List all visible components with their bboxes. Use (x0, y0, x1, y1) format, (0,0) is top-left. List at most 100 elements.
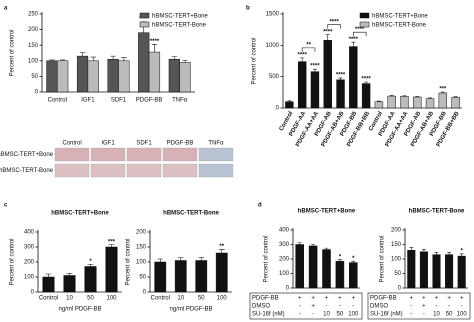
bar (138, 32, 150, 93)
error-bar (90, 56, 96, 61)
error-bar (110, 55, 116, 60)
image-row-label: hBMSC-TERT-Bone (0, 168, 54, 174)
error-bar (121, 57, 127, 61)
bar (407, 250, 416, 289)
comparison-bracket (301, 47, 316, 52)
bar (425, 98, 435, 109)
significance-label: **** (349, 37, 359, 43)
error-bar (434, 252, 439, 255)
treatment-value: + (460, 296, 464, 302)
treatment-value: 10 (433, 312, 440, 318)
error-bar (157, 258, 164, 262)
treatment-value: - (436, 304, 438, 310)
y-tick-label: 0 (286, 286, 290, 292)
treatment-value: + (311, 296, 315, 302)
x-tick-label: TNFα (172, 98, 188, 104)
bar (349, 46, 358, 109)
treatment-value: - (448, 304, 450, 310)
treatment-value: + (352, 296, 356, 302)
legend-label: hBMSC-TERT+Bone (372, 14, 428, 20)
treatment-value: + (435, 296, 439, 302)
x-tick-label: Control (39, 296, 58, 302)
treatment-table (367, 292, 471, 320)
error-bar (151, 43, 158, 53)
x-tick-label: 10 (177, 296, 184, 302)
error-bar (49, 59, 55, 61)
x-tick-label: 100 (217, 296, 228, 302)
treatment-value: + (410, 296, 414, 302)
treatment-label: SU-16f (nM) (370, 312, 403, 318)
error-bar (351, 41, 356, 47)
stain-image (198, 147, 234, 162)
bar (285, 101, 294, 109)
y-tick-label: 100 (136, 260, 147, 266)
bar (107, 58, 119, 93)
error-bar (79, 52, 86, 57)
x-tick-label: 100 (106, 296, 117, 302)
x-tick-label: IGF1 (81, 98, 95, 104)
y-axis-label: Percent of control (252, 37, 258, 84)
error-bar (108, 244, 115, 247)
stain-image (162, 147, 198, 162)
panel-letter: c (4, 203, 8, 209)
error-bar (66, 272, 73, 276)
legend-label: hBMSC-TERT-Bone (152, 23, 207, 29)
x-tick-label: 10 (66, 296, 73, 302)
stain-image (162, 163, 198, 178)
significance-label: **** (361, 77, 371, 83)
chart-title: hBMSC-TERT-Bone (409, 209, 465, 215)
error-bar (198, 257, 205, 261)
y-tick-label: 200 (279, 257, 290, 263)
x-tick-label: SDF1 (111, 98, 127, 104)
y-tick-label: 300 (279, 242, 290, 248)
treatment-value: 50 (446, 312, 453, 318)
x-tick-label: Control (48, 98, 67, 104)
treatment-label: DMSO (370, 304, 388, 310)
x-axis-label: ng/ml PDGF-BB (58, 307, 101, 313)
y-axis-label: Percent of control (10, 238, 16, 285)
bar (195, 260, 208, 293)
error-bar (453, 96, 458, 98)
significance-label: *** (439, 87, 447, 93)
y-tick-label: 100 (279, 271, 290, 277)
legend-swatch (359, 12, 370, 19)
error-bar (338, 77, 343, 80)
y-tick-label: 0 (143, 290, 147, 296)
treatment-value: + (298, 296, 302, 302)
bar (42, 276, 55, 293)
treatment-value: - (312, 312, 314, 318)
image-column-label: PDGF-BB (167, 141, 194, 147)
treatment-value: - (461, 304, 463, 310)
treatment-value: + (447, 296, 451, 302)
y-tick-label: 200 (136, 230, 147, 236)
treatment-label: SU-16f (nM) (252, 312, 285, 318)
image-column-label: TNFα (208, 141, 224, 147)
error-bar (312, 68, 317, 72)
significance-label: *** (108, 239, 116, 245)
comparison-label: **** (329, 19, 339, 25)
bar (154, 261, 167, 293)
error-bar (415, 96, 420, 98)
treatment-value: 50 (337, 312, 344, 318)
error-bar (171, 56, 178, 60)
x-tick-label: PDGF-BB (136, 98, 163, 104)
y-tick-label: 100 (28, 58, 39, 64)
comparison-bracket (327, 24, 341, 29)
treatment-label: DMSO (252, 304, 270, 310)
error-bar (287, 100, 292, 102)
y-tick-label: 0 (276, 106, 280, 112)
stain-image (126, 163, 162, 178)
error-bar (182, 60, 188, 63)
comparison-label: **** (355, 27, 365, 33)
chart-title: hBMSC-TERT+Bone (298, 209, 356, 215)
bar (438, 92, 448, 109)
treatment-value: + (338, 296, 342, 302)
stain-image (54, 147, 90, 162)
bar (148, 51, 161, 93)
error-bar (45, 273, 52, 277)
bar (387, 95, 396, 109)
bar (310, 71, 320, 109)
legend-label: hBMSC-TERT+Bone (152, 14, 208, 20)
x-tick-label: 50 (198, 296, 205, 302)
error-bar (376, 100, 381, 102)
